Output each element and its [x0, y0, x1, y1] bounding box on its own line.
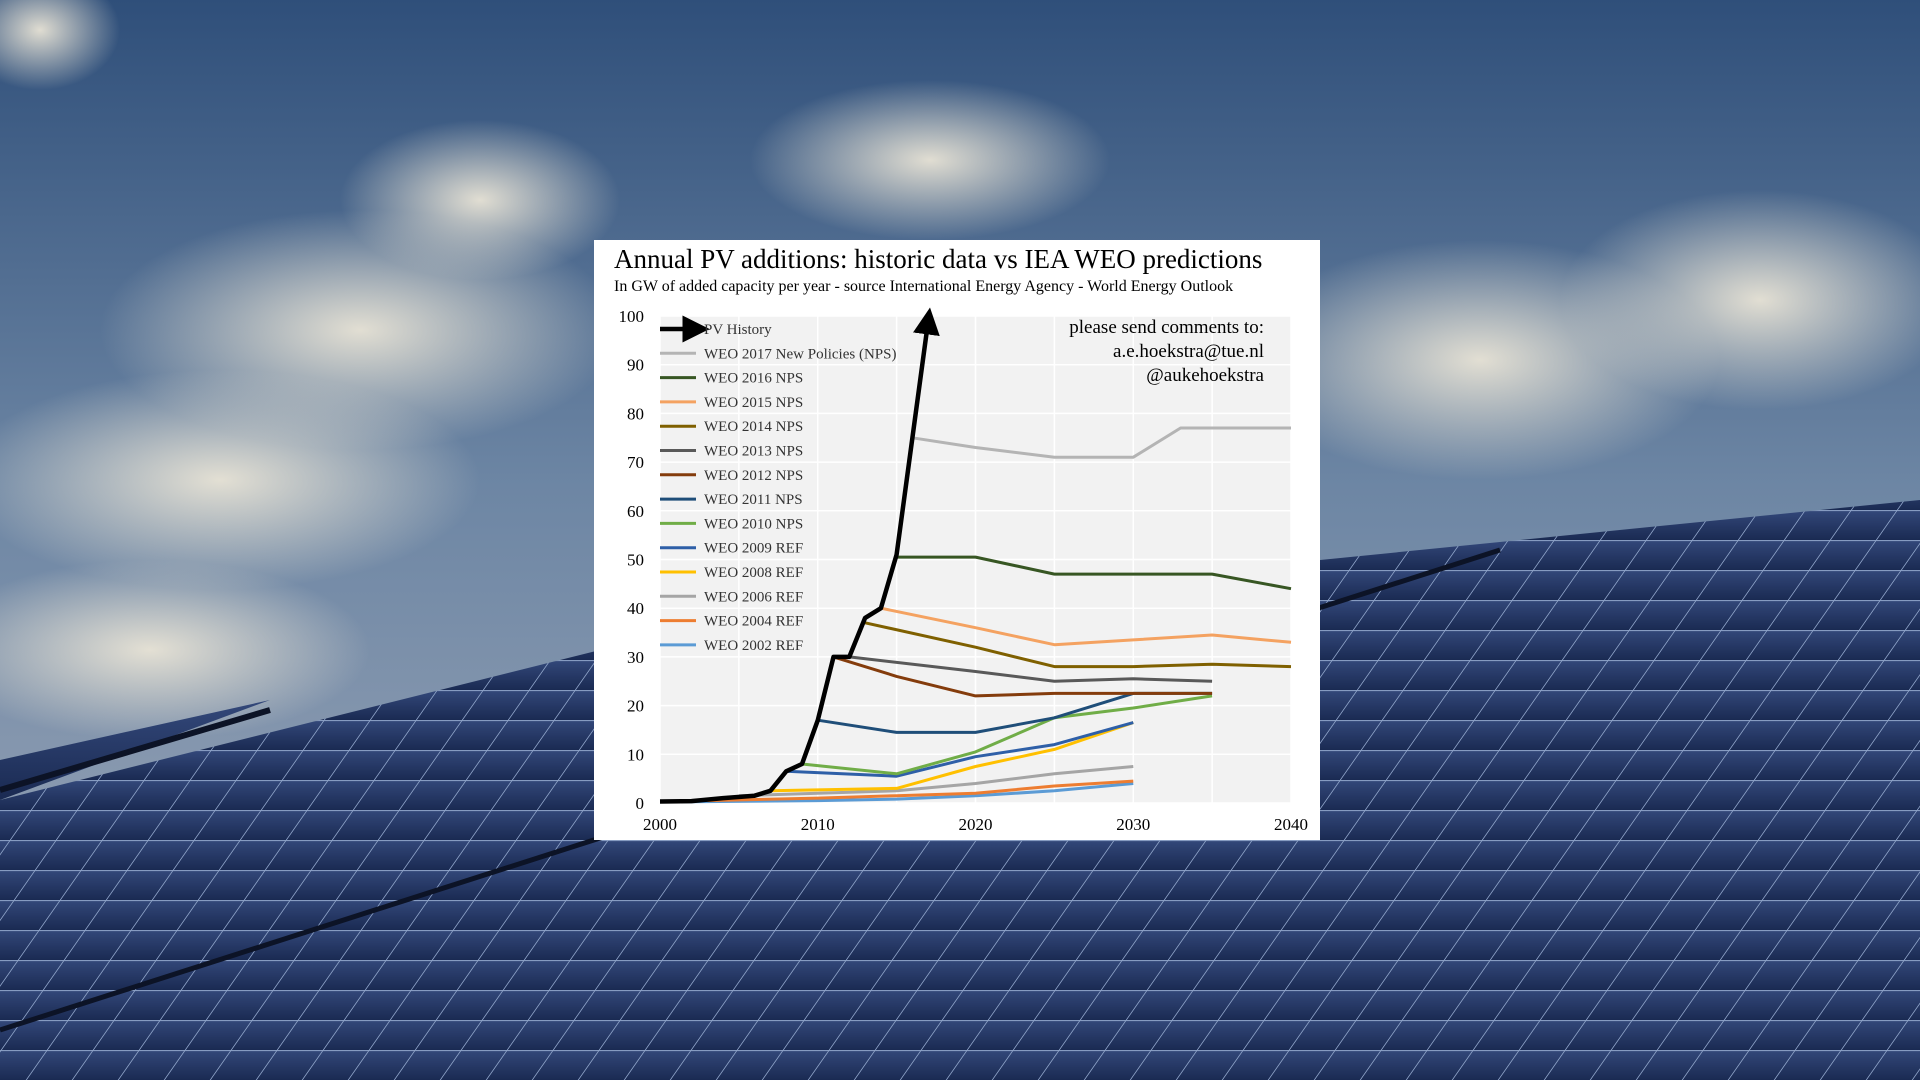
- series-line: [880, 606, 1292, 647]
- y-tick-label: 100: [619, 307, 645, 326]
- chart-title: Annual PV additions: historic data vs IE…: [614, 244, 1263, 274]
- comment-note-line-1: please send comments to:: [1069, 317, 1264, 338]
- legend-label: WEO 2009 REF: [704, 541, 803, 557]
- legend-label: WEO 2016 NPS: [704, 371, 803, 387]
- series-line: [659, 782, 1134, 804]
- series-line: [801, 694, 1213, 776]
- legend-label: WEO 2002 REF: [704, 638, 803, 654]
- y-tick-label: 60: [627, 502, 644, 521]
- legend-label: WEO 2017 New Policies (NPS): [704, 346, 896, 362]
- x-tick-label: 2040: [1274, 815, 1308, 834]
- legend-label: WEO 2011 NPS: [704, 492, 803, 508]
- series-line: [896, 555, 1292, 591]
- series-line: [849, 655, 1213, 683]
- series-line: [659, 307, 940, 804]
- y-tick-label: 30: [627, 648, 644, 667]
- series-line: [738, 765, 1134, 798]
- x-tick-label: 2010: [801, 815, 835, 834]
- y-tick-label: 40: [627, 599, 644, 618]
- series-line: [833, 655, 1213, 698]
- chart-subtitle: In GW of added capacity per year - sourc…: [614, 278, 1234, 295]
- legend-label: WEO 2008 REF: [704, 565, 803, 581]
- y-tick-label: 0: [636, 794, 645, 813]
- y-tick-label: 80: [627, 404, 644, 423]
- legend-label: WEO 2015 NPS: [704, 395, 803, 411]
- series-line: [770, 721, 1134, 793]
- series-line: [786, 721, 1134, 778]
- x-tick-label: 2020: [959, 815, 993, 834]
- legend-label: WEO 2004 REF: [704, 614, 803, 630]
- series-line: [707, 779, 1134, 803]
- series-line: [864, 621, 1292, 669]
- x-tick-label: 2000: [643, 815, 677, 834]
- legend-label: WEO 2014 NPS: [704, 419, 803, 435]
- series-line: [912, 426, 1291, 459]
- legend-label: WEO 2010 NPS: [704, 516, 803, 532]
- chart-card: Annual PV additions: historic data vs IE…: [594, 240, 1320, 840]
- comment-note-email[interactable]: a.e.hoekstra@tue.nl: [1113, 341, 1264, 362]
- comment-note-handle[interactable]: @aukehoekstra: [1146, 365, 1264, 386]
- legend-label: PV History: [704, 322, 772, 338]
- legend-label: WEO 2006 REF: [704, 589, 803, 605]
- y-tick-label: 70: [627, 453, 644, 472]
- legend-label: WEO 2013 NPS: [704, 444, 803, 460]
- y-tick-label: 90: [627, 356, 644, 375]
- legend-label: WEO 2012 NPS: [704, 468, 803, 484]
- y-tick-label: 10: [627, 745, 644, 764]
- y-tick-label: 50: [627, 551, 644, 570]
- y-tick-label: 20: [627, 697, 644, 716]
- x-tick-label: 2030: [1116, 815, 1150, 834]
